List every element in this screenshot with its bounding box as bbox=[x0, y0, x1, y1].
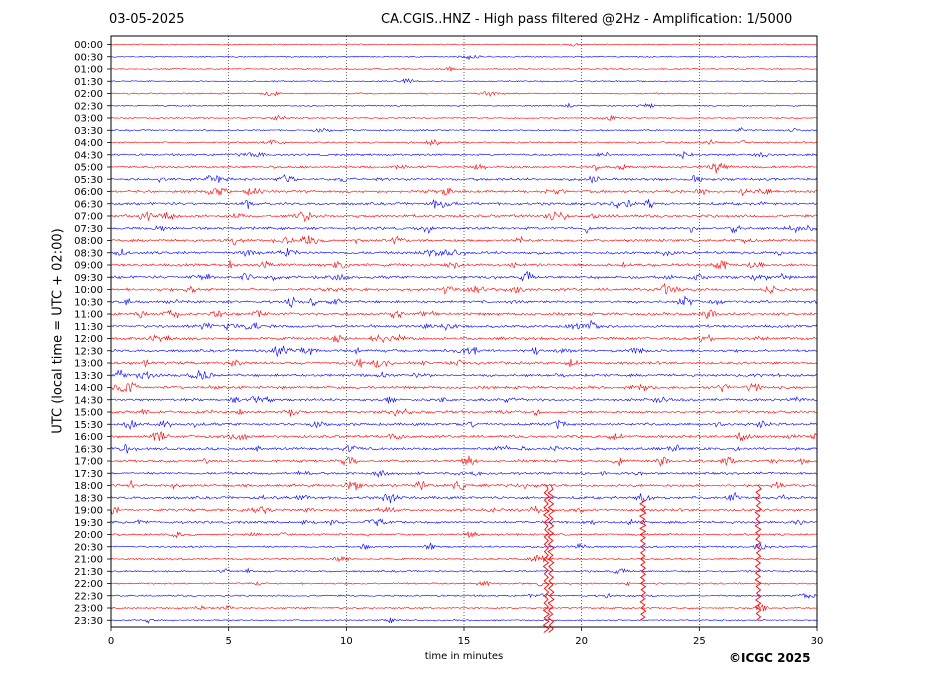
y-tick-label-0200: 02:00 bbox=[74, 89, 103, 100]
y-tick-label-1000: 10:00 bbox=[74, 285, 103, 296]
y-tick-label-0930: 09:30 bbox=[74, 273, 103, 284]
trace-0400 bbox=[110, 138, 818, 146]
plot-frame bbox=[110, 35, 818, 628]
x-tick-label-25: 25 bbox=[693, 636, 706, 647]
y-tick-label-1830: 18:30 bbox=[74, 493, 103, 504]
trace-1030 bbox=[110, 295, 818, 309]
y-tick-label-2200: 22:00 bbox=[74, 579, 103, 590]
grid-layer bbox=[228, 36, 700, 627]
x-tick-layer: 0 5 10 15 20 25 30 bbox=[108, 627, 824, 647]
copyright-label: ©ICGC 2025 bbox=[729, 651, 811, 665]
y-tick-label-2130: 21:30 bbox=[74, 567, 103, 578]
y-tick-label-0100: 01:00 bbox=[74, 65, 103, 76]
y-tick-label-1030: 10:30 bbox=[74, 297, 103, 308]
trace-1500 bbox=[110, 407, 818, 417]
trace-2200 bbox=[110, 580, 818, 587]
x-tick-label-15: 15 bbox=[458, 636, 471, 647]
trace-1300 bbox=[110, 358, 818, 369]
y-tick-label-0330: 03:30 bbox=[74, 126, 103, 137]
y-tick-label-0900: 09:00 bbox=[74, 261, 103, 272]
trace-1800 bbox=[110, 480, 818, 491]
y-tick-label-1600: 16:00 bbox=[74, 432, 103, 443]
y-tick-label-2000: 20:00 bbox=[74, 530, 103, 541]
y-tick-label-1900: 19:00 bbox=[74, 506, 103, 517]
trace-1200 bbox=[110, 333, 818, 344]
y-tick-label-1200: 12:00 bbox=[74, 334, 103, 345]
y-tick-label-0230: 02:30 bbox=[74, 101, 103, 112]
y-tick-label-0530: 05:30 bbox=[74, 175, 103, 186]
y-tick-label-1500: 15:00 bbox=[74, 408, 103, 419]
y-tick-label-0730: 07:30 bbox=[74, 224, 103, 235]
y-tick-label-1930: 19:30 bbox=[74, 518, 103, 529]
y-tick-label-0300: 03:00 bbox=[74, 114, 103, 125]
y-tick-label-2230: 22:30 bbox=[74, 591, 103, 602]
spike-0 bbox=[542, 485, 551, 633]
y-tick-label-0600: 06:00 bbox=[74, 187, 103, 198]
spike-3 bbox=[754, 485, 762, 621]
y-tick-label-1100: 11:00 bbox=[74, 310, 103, 321]
trace-1230 bbox=[110, 345, 818, 358]
y-tick-label-0500: 05:00 bbox=[74, 163, 103, 174]
trace-1700 bbox=[110, 455, 818, 467]
trace-1600 bbox=[110, 431, 818, 442]
trace-1000 bbox=[110, 282, 818, 295]
trace-0500 bbox=[110, 162, 818, 174]
y-tick-label-0430: 04:30 bbox=[74, 150, 103, 161]
trace-0000 bbox=[110, 42, 818, 47]
y-tick-label-1400: 14:00 bbox=[74, 383, 103, 394]
y-tick-label-0030: 00:30 bbox=[74, 52, 103, 63]
y-tick-label-1300: 13:00 bbox=[74, 359, 103, 370]
chart-title: CA.CGIS..HNZ - High pass filtered @2Hz -… bbox=[381, 12, 793, 27]
y-tick-label-1430: 14:30 bbox=[74, 395, 103, 406]
trace-0530 bbox=[110, 174, 818, 184]
x-tick-label-0: 0 bbox=[108, 636, 114, 647]
y-tick-label-1530: 15:30 bbox=[74, 420, 103, 431]
x-tick-label-5: 5 bbox=[225, 636, 231, 647]
trace-1530 bbox=[110, 419, 818, 431]
trace-layer bbox=[110, 42, 818, 633]
trace-1330 bbox=[110, 369, 818, 380]
y-tick-label-2330: 23:30 bbox=[74, 616, 103, 627]
y-tick-label-1800: 18:00 bbox=[74, 481, 103, 492]
y-tick-label-2030: 20:30 bbox=[74, 542, 103, 553]
trace-2130 bbox=[110, 567, 818, 575]
y-tick-label-0830: 08:30 bbox=[74, 248, 103, 259]
y-tick-label-0000: 00:00 bbox=[74, 40, 103, 51]
trace-0930 bbox=[110, 271, 818, 282]
trace-1100 bbox=[110, 309, 818, 320]
y-tick-label-2300: 23:00 bbox=[74, 604, 103, 615]
y-tick-label-1730: 17:30 bbox=[74, 469, 103, 480]
y-tick-label-0130: 01:30 bbox=[74, 77, 103, 88]
trace-2230 bbox=[110, 592, 818, 599]
trace-0430 bbox=[110, 150, 818, 160]
date-label: 03-05-2025 bbox=[109, 12, 185, 27]
spike-2 bbox=[638, 497, 647, 621]
y-tick-label-0630: 06:30 bbox=[74, 199, 103, 210]
y-tick-label-1230: 12:30 bbox=[74, 346, 103, 357]
y-tick-label-0700: 07:00 bbox=[74, 212, 103, 223]
x-axis-label: time in minutes bbox=[424, 651, 504, 662]
trace-1630 bbox=[110, 443, 818, 454]
trace-0900 bbox=[110, 260, 818, 270]
trace-0030 bbox=[110, 54, 818, 61]
y-tick-label-1630: 16:30 bbox=[74, 444, 103, 455]
y-tick-label-1130: 11:30 bbox=[74, 322, 103, 333]
y-tick-label-1700: 17:00 bbox=[74, 457, 103, 468]
y-tick-label-1330: 13:30 bbox=[74, 371, 103, 382]
x-tick-label-20: 20 bbox=[575, 636, 588, 647]
trace-0130 bbox=[110, 77, 818, 84]
y-tick-label-0400: 04:00 bbox=[74, 138, 103, 149]
x-tick-label-10: 10 bbox=[340, 636, 353, 647]
spike-1 bbox=[547, 485, 555, 633]
y-tick-label-2100: 21:00 bbox=[74, 555, 103, 566]
x-tick-label-30: 30 bbox=[811, 636, 824, 647]
y-tick-label-0800: 08:00 bbox=[74, 236, 103, 247]
trace-2300 bbox=[110, 603, 818, 612]
